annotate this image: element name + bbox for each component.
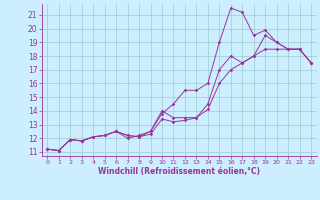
- X-axis label: Windchill (Refroidissement éolien,°C): Windchill (Refroidissement éolien,°C): [98, 167, 260, 176]
